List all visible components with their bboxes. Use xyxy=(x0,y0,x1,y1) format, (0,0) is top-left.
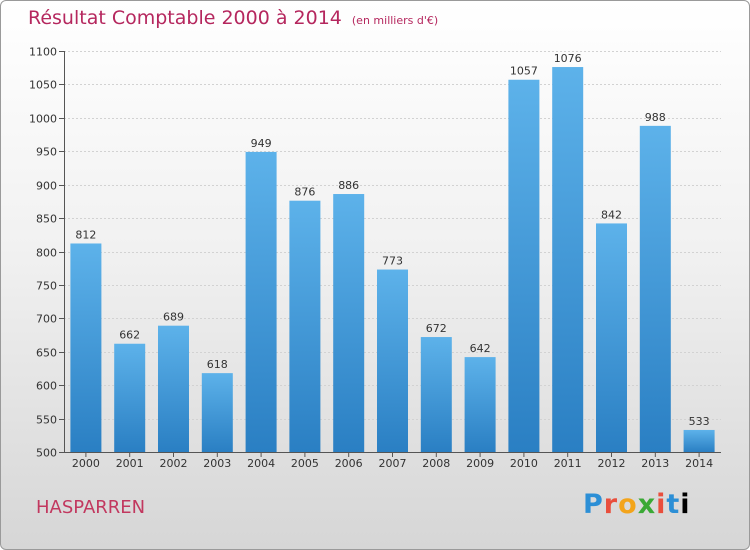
bar xyxy=(464,357,496,452)
y-tick-label: 1000 xyxy=(29,113,57,126)
value-label: 988 xyxy=(645,111,666,124)
chart-title-text: Résultat Comptable 2000 à 2014 xyxy=(28,7,342,29)
value-label: 949 xyxy=(251,137,272,150)
x-tick-label: 2009 xyxy=(466,457,494,470)
bar xyxy=(333,194,365,453)
bar xyxy=(596,223,627,452)
bar xyxy=(158,325,189,452)
bar xyxy=(508,79,540,452)
y-tick-label: 500 xyxy=(36,447,57,460)
value-label: 876 xyxy=(294,186,315,199)
proxiti-logo: Proxiti xyxy=(583,489,691,520)
x-tick-label: 2013 xyxy=(641,457,669,470)
value-label: 662 xyxy=(119,329,140,342)
logo-letter: x xyxy=(637,489,657,520)
value-label: 1076 xyxy=(554,52,582,65)
bar xyxy=(70,243,102,452)
x-tick-label: 2005 xyxy=(291,457,319,470)
bar xyxy=(245,151,277,452)
logo-letter: i xyxy=(656,489,667,520)
location-label: HASPARREN xyxy=(36,497,146,518)
bar xyxy=(552,67,584,452)
bars xyxy=(70,67,715,453)
value-label: 842 xyxy=(601,208,622,221)
bar xyxy=(639,125,671,452)
value-label: 773 xyxy=(382,255,403,268)
y-tick-label: 1050 xyxy=(29,79,57,92)
bar xyxy=(114,343,146,452)
axes: 500 550 600 650 700 750 800 850 900 950 1000 1050 11… xyxy=(29,46,721,470)
y-tick-label: 700 xyxy=(36,313,57,326)
logo-letter: r xyxy=(603,489,619,520)
x-tick-label: 2014 xyxy=(685,457,713,470)
bar xyxy=(683,429,715,452)
x-tick-label: 2001 xyxy=(116,457,144,470)
x-tick-label: 2004 xyxy=(247,457,275,470)
y-tick-label: 800 xyxy=(36,247,57,260)
logo-letter: P xyxy=(583,489,604,520)
y-tick-label: 600 xyxy=(36,380,57,393)
logo-letter: t xyxy=(666,489,681,520)
y-tick-label: 550 xyxy=(36,414,57,427)
x-tick-label: 2002 xyxy=(160,457,188,470)
x-tick-label: 2011 xyxy=(554,457,582,470)
y-tick-label: 1100 xyxy=(29,46,57,59)
value-label: 618 xyxy=(207,358,228,371)
value-label: 533 xyxy=(689,415,710,428)
value-label: 1057 xyxy=(510,65,538,78)
bar xyxy=(201,373,233,452)
bar xyxy=(420,337,452,452)
bar xyxy=(289,200,321,452)
x-tick-label: 2012 xyxy=(598,457,626,470)
x-tick-label: 2008 xyxy=(422,457,450,470)
x-tick-label: 2000 xyxy=(72,457,100,470)
x-tick-label: 2010 xyxy=(510,457,538,470)
value-label: 689 xyxy=(163,311,184,324)
x-tick-label: 2007 xyxy=(379,457,407,470)
chart-subtitle: (en milliers d'€) xyxy=(351,14,439,27)
y-tick-label: 900 xyxy=(36,180,57,193)
logo-letter: i xyxy=(680,489,691,520)
logo-letter: o xyxy=(618,489,638,520)
data-labels: 812 662 689 618 949 876 886 773 672 642 1057 1076 84… xyxy=(75,52,709,428)
x-tick-label: 2006 xyxy=(335,457,363,470)
y-tick-label: 850 xyxy=(36,213,57,226)
y-tick-label: 650 xyxy=(36,347,57,360)
value-label: 672 xyxy=(426,322,447,335)
bar xyxy=(377,269,408,452)
y-tick-label: 750 xyxy=(36,280,57,293)
value-label: 886 xyxy=(338,179,359,192)
chart-title: Résultat Comptable 2000 à 2014 (en millie… xyxy=(28,7,438,29)
y-tick-label: 950 xyxy=(36,146,57,159)
value-label: 812 xyxy=(75,228,96,241)
x-tick-label: 2003 xyxy=(203,457,231,470)
value-label: 642 xyxy=(470,342,491,355)
